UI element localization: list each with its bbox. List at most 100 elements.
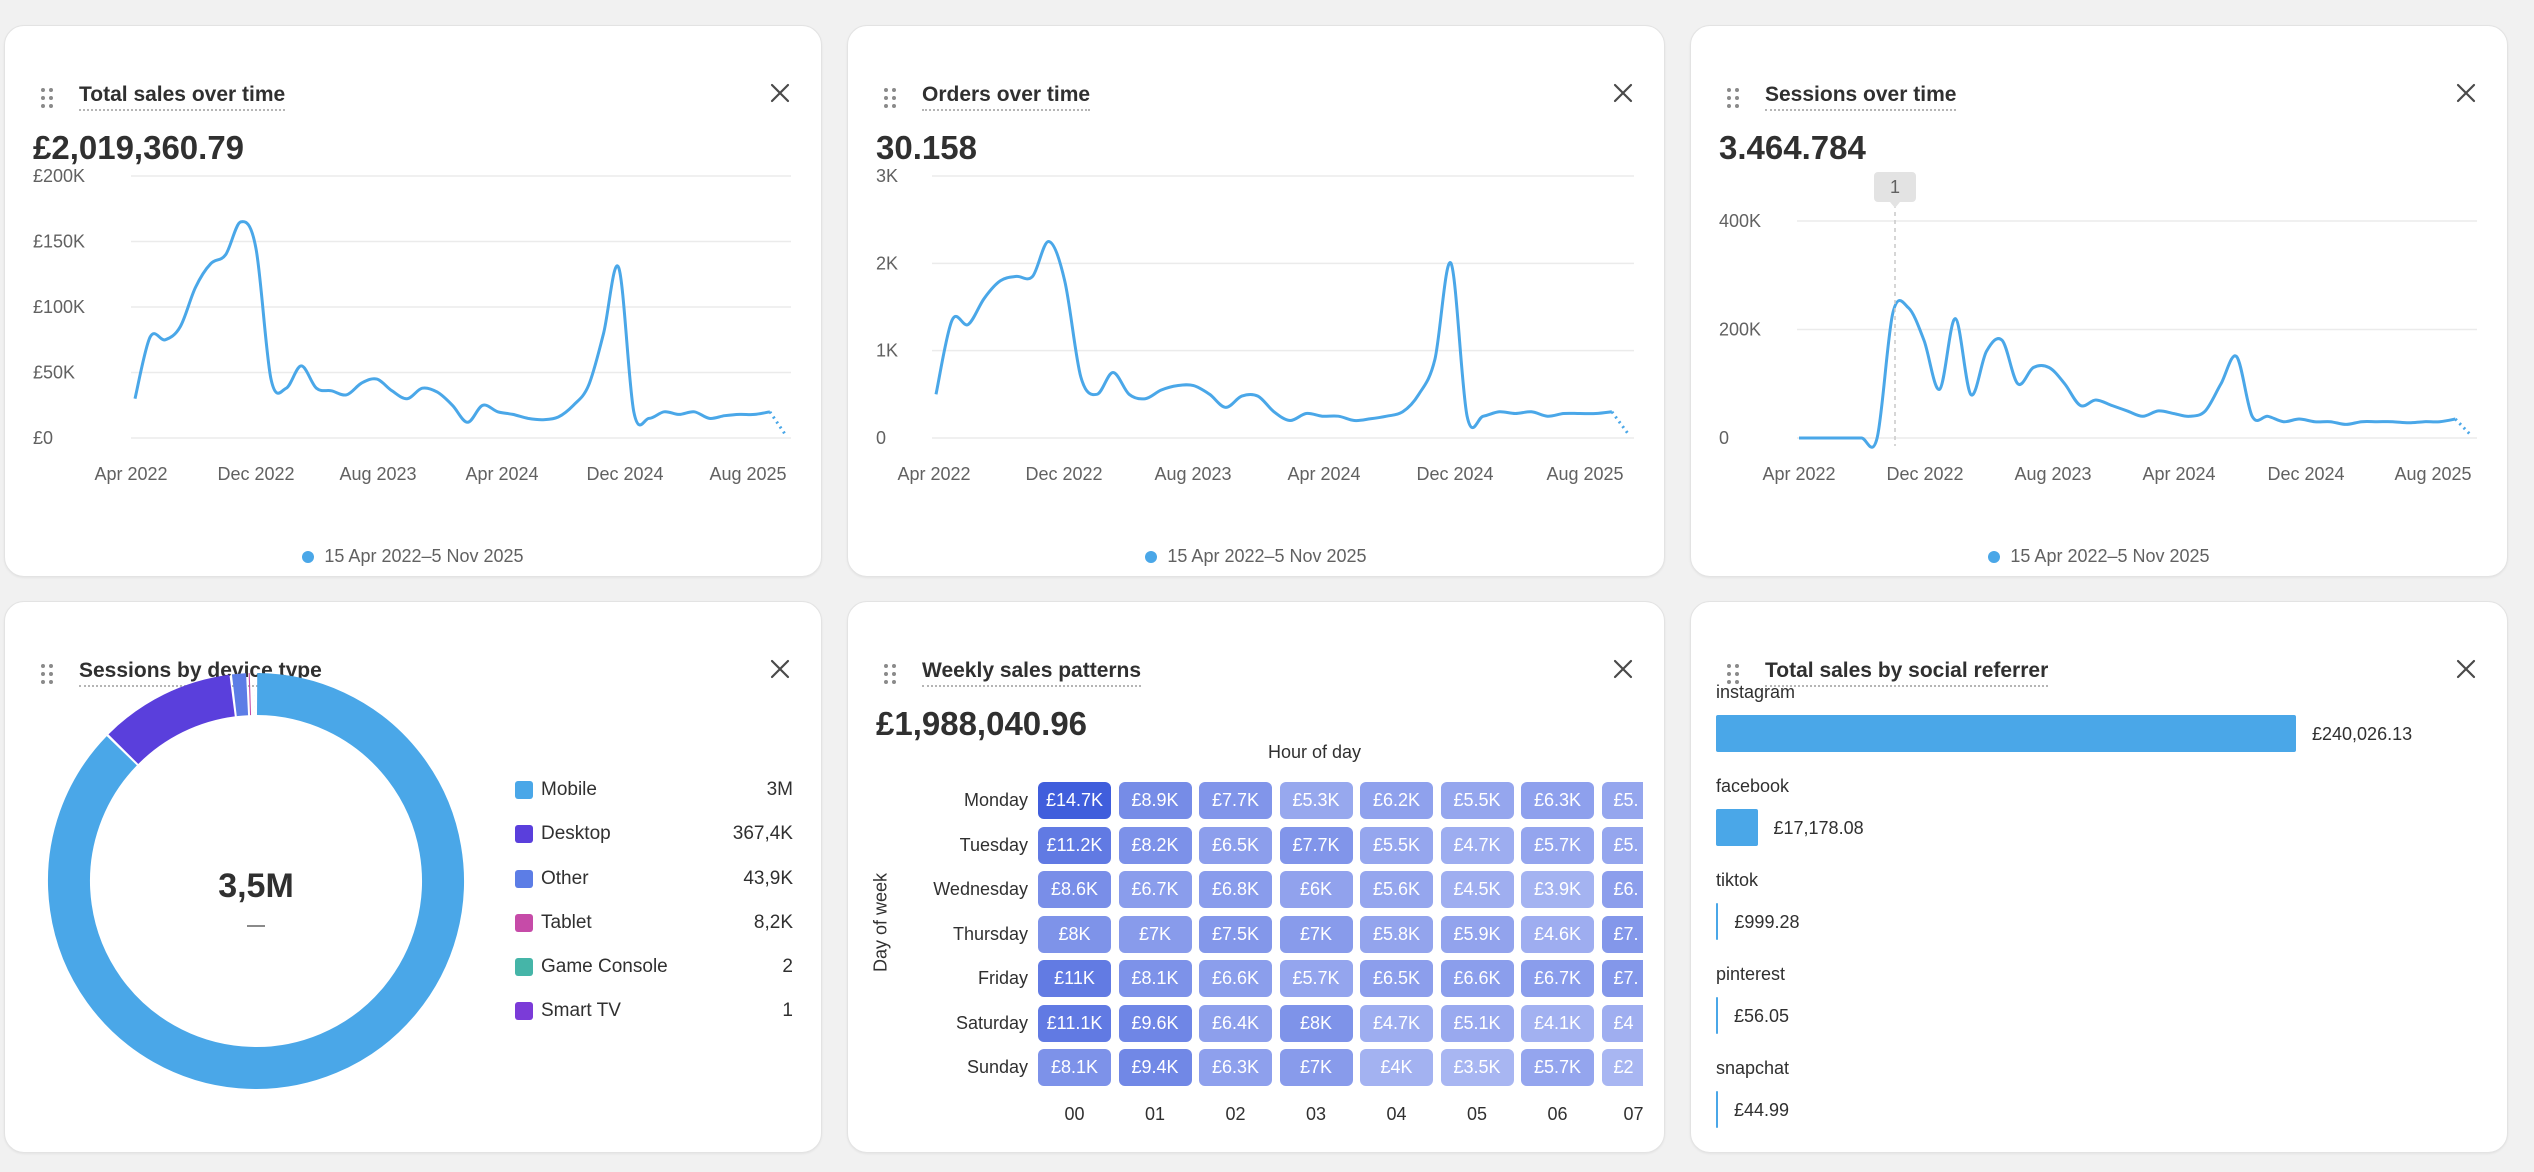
heatmap-cell[interactable]: £5.6K — [1360, 871, 1433, 908]
heatmap-cell[interactable]: £4.7K — [1360, 1004, 1433, 1042]
bar-pinterest[interactable] — [1716, 997, 1718, 1034]
sessions-line-chart[interactable]: 400K 200K 0 Apr 2022 Dec 2022 Aug 2023 Apr 202… — [1691, 26, 2508, 526]
donut-slice-desktop[interactable] — [108, 674, 236, 765]
heatmap-cell[interactable]: £7.5K — [1199, 915, 1272, 953]
legend-item-game-console[interactable]: Game Console 2 — [511, 947, 793, 991]
heatmap-cell[interactable]: £7. — [1601, 915, 1643, 953]
heatmap-cell[interactable]: £7K — [1118, 915, 1192, 953]
y-tick-label: 1K — [876, 341, 898, 361]
card-title[interactable]: Weekly sales patterns — [922, 658, 1142, 687]
heatmap-cell[interactable]: £6.5K — [1360, 960, 1433, 997]
bar-tiktok[interactable] — [1716, 903, 1719, 940]
legend-item-other[interactable]: Other 43,9K — [511, 859, 793, 903]
heatmap-cell[interactable]: £4.5K — [1440, 871, 1514, 908]
card-title[interactable]: Total sales by social referrer — [1765, 658, 2049, 687]
heatmap-cell[interactable]: £7. — [1601, 960, 1643, 997]
close-icon[interactable] — [2453, 80, 2479, 106]
heatmap-cell[interactable]: £8.1K — [1118, 960, 1192, 997]
heatmap-cell[interactable]: £6.7K — [1118, 871, 1192, 908]
legend-item-desktop[interactable]: Desktop 367,4K — [511, 814, 793, 858]
heatmap-cell[interactable]: £3.5K — [1440, 1049, 1514, 1086]
heatmap-cell[interactable]: £4K — [1360, 1049, 1433, 1086]
heatmap-cell[interactable]: £6.6K — [1199, 960, 1272, 997]
heatmap-cell[interactable]: £6.8K — [1199, 871, 1272, 908]
heatmap-cell[interactable]: £5.7K — [1279, 960, 1353, 997]
heatmap-cell[interactable]: £6K — [1279, 871, 1353, 908]
legend-item-tablet[interactable]: Tablet 8,2K — [511, 903, 793, 947]
donut-slice-other[interactable] — [231, 673, 249, 717]
orders-card: Orders over time 30.158 3K 2K 1K 0 Apr 2022 D… — [847, 25, 1665, 577]
heatmap-cell[interactable]: £6.4K — [1199, 1004, 1272, 1042]
heatmap-cell[interactable]: £2 — [1601, 1049, 1643, 1086]
bar-instagram[interactable] — [1716, 715, 2296, 752]
heatmap-cell[interactable]: £8.1K — [1038, 1049, 1111, 1086]
heatmap-cell[interactable]: £8.2K — [1118, 826, 1192, 864]
heatmap-cell[interactable]: £6. — [1601, 871, 1643, 908]
card-title[interactable]: Sessions over time — [1765, 82, 1957, 111]
device-donut-chart[interactable] — [5, 602, 505, 1153]
close-icon[interactable] — [2453, 656, 2479, 682]
card-title[interactable]: Total sales over time — [79, 82, 286, 111]
heatmap-cell[interactable]: £4.7K — [1440, 826, 1514, 864]
heatmap-cell[interactable]: £5.7K — [1521, 826, 1594, 864]
card-title[interactable]: Orders over time — [922, 82, 1091, 111]
heatmap-cell[interactable]: £7.7K — [1279, 826, 1353, 864]
close-icon[interactable] — [767, 80, 793, 106]
heatmap-cell[interactable]: £6.7K — [1521, 960, 1594, 997]
close-icon[interactable] — [1610, 80, 1636, 106]
close-icon[interactable] — [767, 656, 793, 682]
heatmap-cell[interactable]: £5.8K — [1360, 915, 1433, 953]
annotation-marker[interactable] — [1874, 172, 1916, 208]
bar-facebook[interactable] — [1716, 809, 1758, 846]
donut-slice-mobile[interactable] — [48, 673, 464, 1089]
heatmap-cell[interactable]: £6.3K — [1199, 1049, 1272, 1086]
x-tick-label: Apr 2022 — [897, 464, 970, 484]
heatmap-cell[interactable]: £5. — [1601, 826, 1643, 864]
drag-handle-icon[interactable] — [1727, 88, 1743, 110]
heatmap-cell[interactable]: £11K — [1038, 960, 1111, 997]
bar-label-instagram: instagram — [1716, 682, 1796, 702]
drag-handle-icon[interactable] — [41, 664, 57, 686]
close-icon[interactable] — [1610, 656, 1636, 682]
heatmap-cell[interactable]: £14.7K — [1038, 782, 1111, 819]
heatmap-cell[interactable]: £7K — [1279, 1049, 1353, 1086]
heatmap-cell[interactable]: £5.9K — [1440, 915, 1514, 953]
y-tick-label: 400K — [1719, 211, 1761, 231]
heatmap-cell[interactable]: £5.3K — [1279, 782, 1353, 819]
sales-line-chart[interactable]: £200K £150K £100K £50K £0 Apr 2022 Dec 2022 Aug… — [5, 26, 822, 526]
heatmap-cell[interactable]: £5. — [1601, 782, 1643, 819]
series-line — [934, 240, 1613, 430]
social-bar-chart[interactable]: instagram £240,026.13 facebook £17,178.08 ti… — [1691, 602, 2507, 1152]
bar-snapchat[interactable] — [1716, 1091, 1718, 1128]
legend-item-mobile[interactable]: Mobile 3M — [511, 770, 793, 814]
heatmap-cell[interactable]: £6.5K — [1199, 826, 1272, 864]
legend-item-smart-tv[interactable]: Smart TV 1 — [511, 991, 793, 1035]
drag-handle-icon[interactable] — [41, 88, 57, 110]
drag-handle-icon[interactable] — [884, 88, 900, 110]
heatmap-cell[interactable]: £11.2K — [1038, 826, 1111, 864]
heatmap-cell[interactable]: £6.6K — [1440, 960, 1514, 997]
heatmap-cell[interactable]: £4.1K — [1521, 1004, 1594, 1042]
heatmap-cell[interactable]: £5.5K — [1440, 782, 1514, 819]
heatmap-cell[interactable]: £7.7K — [1199, 782, 1272, 819]
heatmap-cell[interactable]: £8K — [1038, 915, 1111, 953]
bar-label-pinterest: pinterest — [1716, 964, 1786, 984]
heatmap-cell[interactable]: £4.6K — [1521, 915, 1594, 953]
heatmap-cell[interactable]: £6.2K — [1360, 782, 1433, 819]
heatmap-cell[interactable]: £3.9K — [1521, 871, 1594, 908]
heatmap-cell[interactable]: £5.5K — [1360, 826, 1433, 864]
drag-handle-icon[interactable] — [884, 664, 900, 686]
heatmap-cell[interactable]: £8.6K — [1038, 871, 1111, 908]
heatmap-cell[interactable]: £5.7K — [1521, 1049, 1594, 1086]
heatmap-cell[interactable]: £6.3K — [1521, 782, 1594, 819]
heatmap-cell[interactable]: £7K — [1279, 915, 1353, 953]
heatmap-cell[interactable]: £4 — [1601, 1004, 1643, 1042]
heatmap-cell[interactable]: £8.9K — [1118, 782, 1192, 819]
heatmap-cell[interactable]: £9.6K — [1118, 1004, 1192, 1042]
orders-line-chart[interactable]: 3K 2K 1K 0 Apr 2022 Dec 2022 Aug 2023 Apr 2024 D… — [848, 26, 1665, 526]
heatmap-cell[interactable]: £9.4K — [1118, 1049, 1192, 1086]
drag-handle-icon[interactable] — [1727, 664, 1743, 686]
heatmap-cell[interactable]: £8K — [1279, 1004, 1353, 1042]
heatmap-cell[interactable]: £5.1K — [1440, 1004, 1514, 1042]
heatmap-cell[interactable]: £11.1K — [1038, 1004, 1111, 1042]
